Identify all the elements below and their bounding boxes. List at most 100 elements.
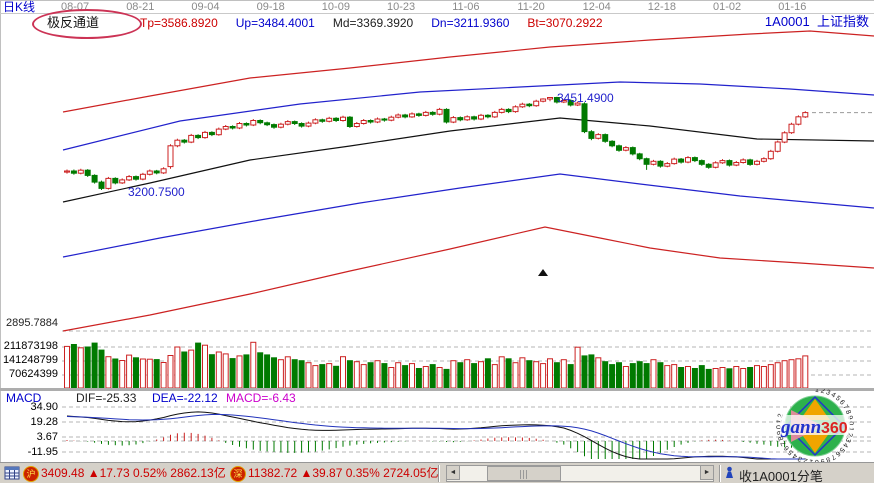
- volume-bar: [340, 356, 346, 389]
- volume-bar: [105, 356, 112, 389]
- candle: [774, 140, 781, 153]
- symbol-code: 1A0001: [764, 14, 810, 29]
- volume-bar: [519, 357, 526, 389]
- volume-scale-label: 211873198: [3, 340, 58, 352]
- symbol-label[interactable]: 1A0001 上证指数: [765, 15, 869, 28]
- volume-bar: [84, 346, 91, 389]
- statusbar-divider: [438, 465, 439, 482]
- date-label: 11-06: [452, 1, 480, 13]
- candle: [512, 105, 519, 113]
- volume-bar: [505, 358, 512, 389]
- volume-bar: [326, 363, 333, 389]
- volume-bar: [733, 366, 740, 389]
- volume-bar: [202, 344, 208, 389]
- volume-bar: [671, 364, 678, 389]
- candle: [643, 157, 650, 170]
- volume-bar: [291, 359, 298, 389]
- candle: [70, 169, 77, 175]
- volume-bar: [112, 358, 119, 389]
- date-label: 01-02: [713, 1, 742, 13]
- candle: [450, 116, 457, 124]
- candle: [767, 149, 774, 160]
- volume-bar: [643, 363, 650, 389]
- shanghai-market-icon[interactable]: 沪: [23, 466, 39, 482]
- volume-bar: [484, 358, 491, 389]
- macd-scale-label: 34.90: [30, 401, 58, 413]
- volume-bar: [795, 358, 802, 389]
- scroll-left-arrow[interactable]: ◄: [446, 465, 460, 480]
- chart-type-label[interactable]: 日K线: [3, 0, 36, 14]
- horizontal-scrollbar[interactable]: ◄ ►: [446, 465, 714, 482]
- logo-gann-text: gann: [780, 417, 821, 438]
- channel-stats-row: Tp=3586.8920 Up=3484.4001 Md=3369.3920 Dn=3…: [140, 16, 603, 30]
- date-label: 11-20: [517, 1, 545, 13]
- volume-bar: [553, 362, 560, 389]
- candlesticks: [64, 96, 809, 190]
- chart-canvas[interactable]: [0, 0, 874, 462]
- panel-splitter[interactable]: [0, 388, 874, 391]
- volume-bar: [353, 361, 360, 389]
- channel-stat: Tp=3586.8920: [140, 16, 218, 30]
- tick-panel-label[interactable]: 收1A0001分笔: [739, 469, 823, 483]
- volume-bar: [622, 366, 629, 389]
- volume-bar: [450, 360, 457, 389]
- candle: [367, 119, 374, 124]
- dn-channel-line: [62, 173, 874, 258]
- high-price-label: 3451.4900: [557, 91, 614, 105]
- volume-bar: [581, 355, 588, 389]
- volume-bar: [374, 360, 381, 389]
- candle: [484, 114, 491, 119]
- candle: [754, 159, 760, 166]
- candle: [133, 175, 139, 181]
- dea-readout: DEA=-22.12: [152, 391, 218, 405]
- volume-bar: [712, 368, 719, 389]
- volume-bar: [540, 363, 547, 389]
- volume-bar: [64, 345, 70, 389]
- volume-bar: [243, 354, 250, 389]
- volume-bar: [754, 365, 760, 389]
- matrix-view-icon[interactable]: [4, 465, 20, 483]
- channel-lines: [62, 30, 874, 332]
- scrollbar-thumb[interactable]: [487, 466, 561, 481]
- volume-bar: [70, 344, 77, 389]
- volume-bar: [153, 359, 160, 389]
- volume-bar: [781, 360, 788, 389]
- candle: [498, 107, 505, 114]
- macd-scale-label: -11.95: [27, 446, 58, 458]
- candle: [64, 169, 70, 174]
- date-label: 10-23: [387, 1, 416, 13]
- channel-stat: Bt=3070.2922: [527, 16, 603, 30]
- candle: [229, 125, 236, 130]
- volume-bar: [533, 361, 540, 389]
- volume-bar: [429, 364, 436, 389]
- tick-tool-icon[interactable]: [724, 466, 735, 483]
- shenzhen-market-icon[interactable]: 深: [230, 466, 246, 482]
- candle: [478, 113, 484, 121]
- up-channel-line: [62, 81, 874, 151]
- macd-panel-title[interactable]: MACD: [6, 391, 42, 405]
- volume-bar: [333, 365, 340, 389]
- volume-bar: [91, 342, 98, 389]
- channel-stat: Dn=3211.9360: [431, 16, 510, 30]
- volume-bar: [767, 364, 774, 389]
- logo-360-text: 360: [821, 420, 848, 437]
- volume-bar: [443, 368, 450, 389]
- volume-bar: [319, 364, 326, 389]
- candle: [326, 116, 333, 123]
- volume-bar: [388, 367, 395, 389]
- candle: [319, 118, 326, 123]
- candle: [215, 127, 222, 136]
- candle: [188, 133, 195, 144]
- volume-bar: [312, 365, 319, 389]
- candle: [84, 169, 91, 177]
- volume-bar: [98, 349, 105, 389]
- candle: [802, 111, 809, 118]
- volume-bar: [360, 364, 367, 389]
- candle: [436, 107, 443, 116]
- channel-label[interactable]: 极反通道: [47, 15, 100, 30]
- candle: [429, 111, 436, 116]
- candle: [195, 134, 202, 140]
- scroll-right-arrow[interactable]: ►: [700, 465, 714, 480]
- volume-bar: [271, 357, 277, 389]
